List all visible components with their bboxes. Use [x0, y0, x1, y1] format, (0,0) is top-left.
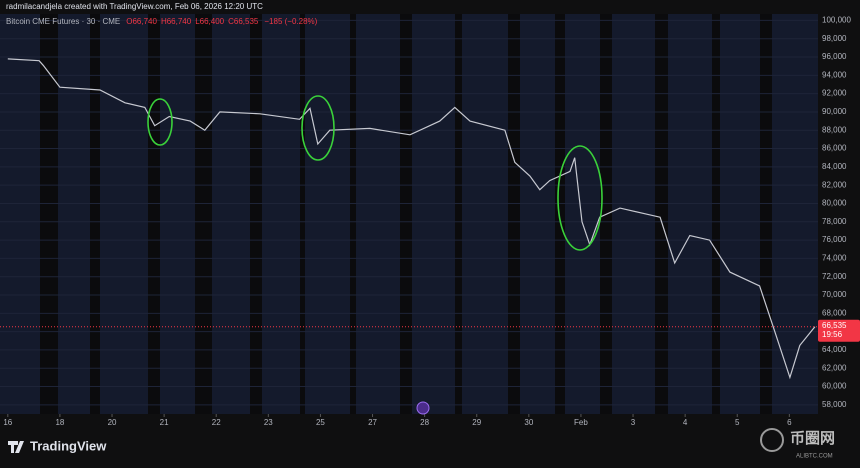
x-tick-label: Feb	[574, 418, 588, 427]
y-tick-label: 70,000	[822, 290, 847, 299]
y-tick-label: 76,000	[822, 235, 847, 244]
price-line	[7, 58, 816, 380]
session-band	[655, 14, 668, 414]
session-band	[40, 14, 58, 414]
session-band	[300, 14, 305, 414]
session-band	[400, 14, 412, 414]
x-tick-label: 21	[160, 418, 169, 427]
x-tick-label: 3	[631, 418, 636, 427]
countdown: 19:56	[822, 330, 843, 339]
session-band	[508, 14, 520, 414]
x-tick-label: 30	[524, 418, 533, 427]
y-tick-label: 92,000	[822, 89, 847, 98]
ohlc-label: C66,535	[228, 17, 259, 26]
y-tick-label: 96,000	[822, 52, 847, 61]
y-tick-label: 72,000	[822, 272, 847, 281]
annotation-circle	[301, 95, 335, 161]
symbol-title: Bitcoin CME Futures · 30 · CME	[6, 17, 120, 26]
session-band	[250, 14, 262, 414]
x-tick-label: 18	[55, 418, 64, 427]
y-tick-label: 74,000	[822, 254, 847, 263]
x-tick-label: 5	[735, 418, 740, 427]
x-tick-label: 16	[3, 418, 12, 427]
y-tick-label: 90,000	[822, 107, 847, 116]
x-tick-label: 25	[316, 418, 325, 427]
ohlc-label: L66,400	[195, 17, 224, 26]
y-tick-label: 62,000	[822, 363, 847, 372]
brand: TradingView	[30, 438, 107, 453]
session-band	[90, 14, 100, 414]
session-band	[712, 14, 720, 414]
x-tick-label: 23	[264, 418, 273, 427]
watermark-logo	[760, 428, 784, 452]
y-tick-label: 86,000	[822, 144, 847, 153]
credit: radmilacandjela created with TradingView…	[6, 2, 263, 11]
session-band	[455, 14, 462, 414]
y-tick-label: 94,000	[822, 70, 847, 79]
ohlc-label: H66,740	[161, 17, 192, 26]
x-tick-label: 20	[108, 418, 117, 427]
x-tick-label: 22	[212, 418, 221, 427]
y-tick-label: 60,000	[822, 382, 847, 391]
watermark: 币圈网	[790, 430, 835, 447]
y-tick-label: 78,000	[822, 217, 847, 226]
session-band	[555, 14, 565, 414]
annotation-circle	[147, 98, 173, 146]
session-band	[350, 14, 356, 414]
y-tick-label: 64,000	[822, 345, 847, 354]
session-band	[195, 14, 212, 414]
last-price-box	[818, 319, 860, 342]
logo-mark	[8, 441, 24, 453]
y-tick-label: 84,000	[822, 162, 847, 171]
y-tick-label: 88,000	[822, 125, 847, 134]
change-label: −185 (−0.28%)	[264, 17, 317, 26]
ohlc-label: O66,740	[126, 17, 157, 26]
x-tick-label: 4	[683, 418, 688, 427]
x-tick-label: 6	[787, 418, 792, 427]
session-band	[148, 14, 160, 414]
watermark-sub: ALIBTC.COM	[796, 454, 833, 460]
x-tick-label: 28	[420, 418, 429, 427]
last-price-label: 66,535	[822, 321, 847, 330]
y-tick-label: 100,000	[822, 16, 851, 25]
session-band	[760, 14, 772, 414]
annotation-circle	[557, 145, 603, 251]
y-tick-label: 98,000	[822, 34, 847, 43]
y-tick-label: 68,000	[822, 308, 847, 317]
x-tick-label: 29	[472, 418, 481, 427]
y-tick-label: 80,000	[822, 199, 847, 208]
replay-icon[interactable]	[416, 401, 430, 415]
x-tick-label: 27	[368, 418, 377, 427]
y-tick-label: 82,000	[822, 180, 847, 189]
y-tick-label: 58,000	[822, 400, 847, 409]
